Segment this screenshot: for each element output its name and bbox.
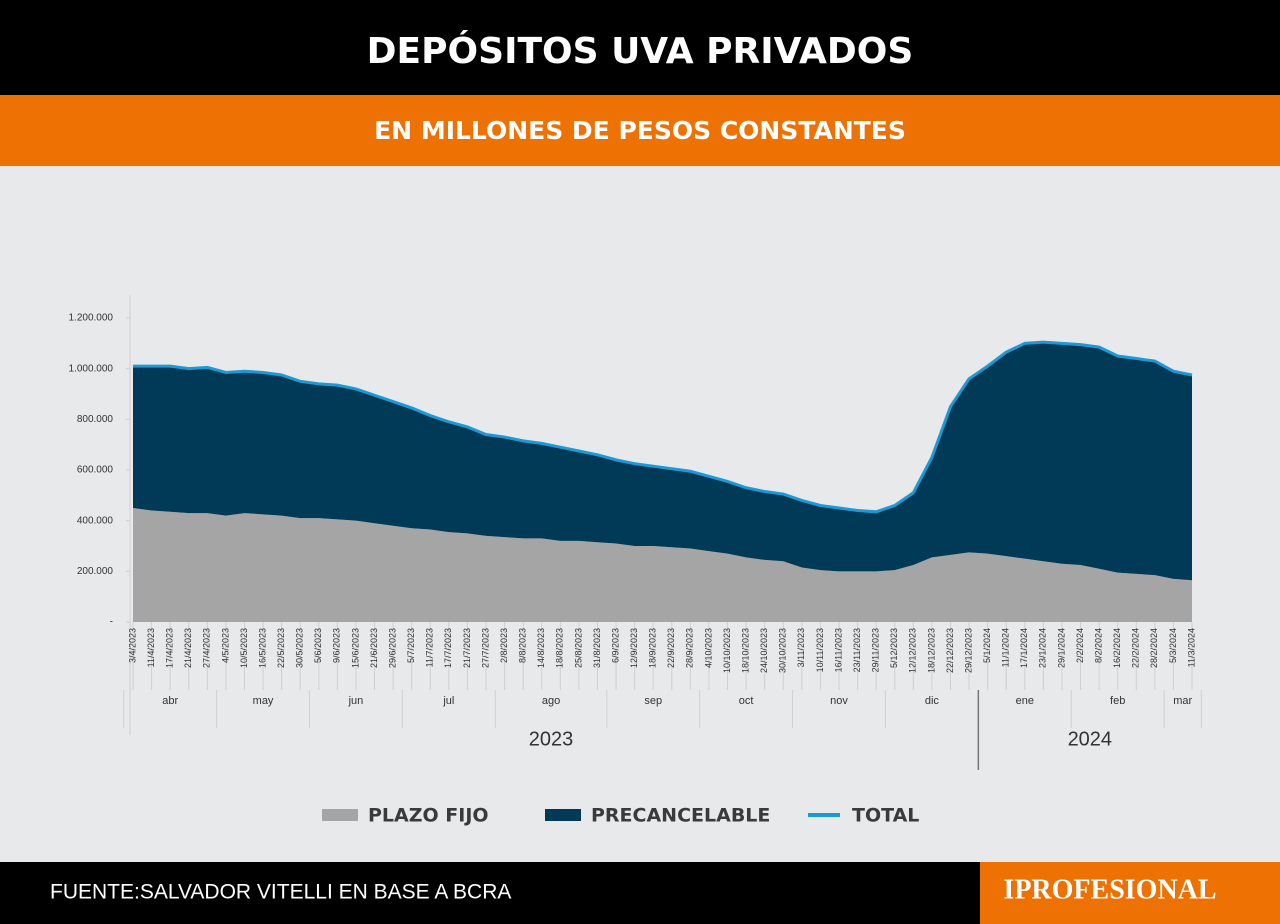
- x-tick-label: 5/12/2023: [889, 628, 899, 668]
- x-tick-label: 11/4/2023: [146, 628, 156, 667]
- x-tick-label: 8/8/2023: [518, 628, 528, 663]
- x-tick-label: 11/7/2023: [425, 628, 435, 667]
- x-tick-label: 17/1/2024: [1019, 628, 1029, 668]
- x-tick-label: 12/12/2023: [908, 628, 918, 673]
- x-tick-label: 29/6/2023: [387, 628, 397, 668]
- y-tick-label: 200.000: [77, 566, 114, 577]
- x-tick-label: 12/9/2023: [629, 628, 639, 668]
- y-tick-label: 1.000.000: [69, 363, 114, 374]
- chart-subtitle: EN MILLONES DE PESOS CONSTANTES: [374, 116, 906, 145]
- x-tick-label: 10/11/2023: [815, 628, 825, 672]
- x-tick-label: 2/2/2024: [1075, 628, 1085, 663]
- x-tick-label: 18/10/2023: [740, 628, 750, 673]
- x-tick-label: 21/4/2023: [183, 628, 193, 668]
- x-tick-label: 22/2/2024: [1131, 628, 1141, 668]
- x-tick-label: 16/5/2023: [257, 628, 267, 668]
- x-tick-label: 24/10/2023: [759, 628, 769, 673]
- x-tick-label: 25/8/2023: [573, 628, 583, 668]
- area: [133, 508, 1192, 622]
- x-tick-label: 2/8/2023: [499, 628, 509, 663]
- chart-title: DEPÓSITOS UVA PRIVADOS: [367, 30, 914, 72]
- x-tick-label: 23/1/2024: [1038, 628, 1048, 668]
- logo: IPROFESIONAL: [1003, 874, 1216, 905]
- legend-label: PLAZO FIJO: [368, 805, 489, 827]
- x-tick-label: 11/3/2024: [1186, 628, 1196, 667]
- legend-label: PRECANCELABLE: [591, 805, 770, 827]
- x-tick-label: 3/11/2023: [796, 628, 806, 667]
- month-label: sep: [644, 695, 662, 707]
- x-tick-label: 3/4/2023: [127, 628, 137, 663]
- month-label: oct: [739, 695, 754, 707]
- month-label: mar: [1173, 695, 1192, 707]
- logo-band: [980, 862, 1280, 924]
- x-tick-label: 5/1/2024: [982, 628, 992, 663]
- legend-label: TOTAL: [852, 805, 919, 827]
- source: FUENTE:SALVADOR VITELLI EN BASE A BCRA: [50, 881, 511, 904]
- x-tick-label: 29/11/2023: [871, 628, 881, 672]
- legend-swatch: [322, 809, 358, 821]
- header-band: [0, 0, 1280, 95]
- x-tick-label: 30/10/2023: [778, 628, 788, 673]
- x-tick-label: 14/8/2023: [536, 628, 546, 668]
- x-tick-label: 29/1/2024: [1056, 628, 1066, 668]
- month-label: jul: [442, 695, 454, 707]
- x-tick-label: 6/9/2023: [610, 628, 620, 663]
- subtitle-band: [0, 95, 1280, 166]
- x-tick-label: 22/12/2023: [945, 628, 955, 673]
- y-tick-label: 600.000: [77, 465, 114, 476]
- month-label: ago: [542, 695, 560, 707]
- legend-swatch: [545, 809, 581, 821]
- month-label: may: [253, 695, 274, 707]
- x-tick-label: 23/11/2023: [852, 628, 862, 672]
- x-tick-label: 5/6/2023: [313, 628, 323, 663]
- x-tick-label: 29/12/2023: [963, 628, 973, 673]
- x-tick-label: 31/8/2023: [592, 628, 602, 668]
- y-tick-label: 1.200.000: [69, 313, 114, 324]
- x-tick-label: 18/8/2023: [555, 628, 565, 668]
- x-tick-label: 27/4/2023: [202, 628, 212, 668]
- month-label: dic: [925, 695, 940, 707]
- x-tick-label: 11/1/2024: [1001, 628, 1011, 667]
- month-label: jun: [348, 695, 364, 707]
- y-tick-label: 800.000: [77, 414, 114, 425]
- x-tick-label: 4/5/2023: [220, 628, 230, 663]
- area: [133, 342, 1192, 581]
- x-tick-label: 5/7/2023: [406, 628, 416, 663]
- x-tick-label: 10/10/2023: [722, 628, 732, 673]
- x-tick-label: 17/4/2023: [165, 628, 175, 668]
- x-tick-label: 21/7/2023: [462, 628, 472, 668]
- x-tick-label: 28/9/2023: [685, 628, 695, 668]
- x-tick-label: 17/7/2023: [443, 628, 453, 668]
- x-tick-label: 16/2/2024: [1112, 628, 1122, 668]
- x-tick-label: 9/6/2023: [332, 628, 342, 663]
- year-label: 2024: [1068, 728, 1113, 750]
- x-tick-label: 18/12/2023: [926, 628, 936, 673]
- x-tick-label: 22/9/2023: [666, 628, 676, 668]
- x-tick-label: 22/5/2023: [276, 628, 286, 668]
- x-tick-label: 15/6/2023: [350, 628, 360, 668]
- y-tick-label: -: [110, 617, 113, 628]
- x-tick-label: 4/10/2023: [703, 628, 713, 668]
- year-label: 2023: [529, 728, 574, 750]
- x-tick-label: 28/2/2024: [1149, 628, 1159, 668]
- x-tick-label: 18/9/2023: [648, 628, 658, 668]
- total-line: [133, 340, 1193, 514]
- month-label: ene: [1016, 695, 1034, 707]
- x-tick-label: 27/7/2023: [480, 628, 490, 668]
- x-tick-label: 8/2/2024: [1093, 628, 1103, 663]
- x-tick-label: 5/3/2024: [1168, 628, 1178, 663]
- x-tick-label: 30/5/2023: [295, 628, 305, 668]
- month-label: abr: [162, 695, 178, 707]
- y-tick-label: 400.000: [77, 515, 114, 526]
- x-tick-label: 10/5/2023: [239, 628, 249, 668]
- month-label: feb: [1110, 695, 1125, 707]
- x-tick-label: 16/11/2023: [833, 628, 843, 672]
- month-label: nov: [830, 695, 848, 707]
- x-tick-label: 21/6/2023: [369, 628, 379, 668]
